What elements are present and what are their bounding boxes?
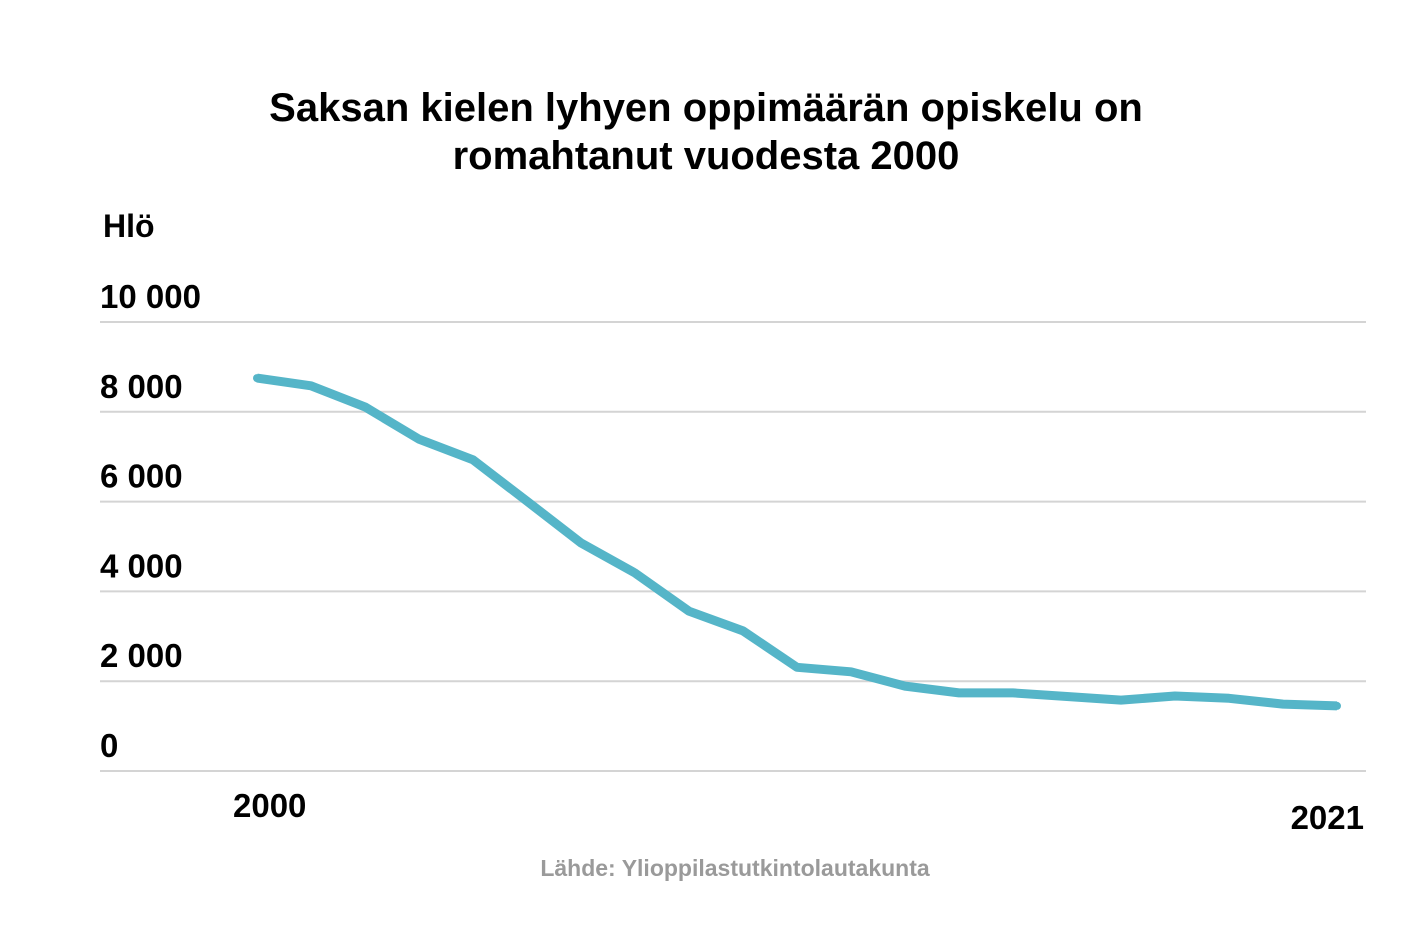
data-point xyxy=(577,538,585,547)
data-point xyxy=(415,435,423,444)
series-layer xyxy=(253,373,1341,711)
data-point xyxy=(1279,700,1287,709)
y-tick-label: 10 000 xyxy=(100,278,201,315)
y-axis-unit-label: Hlö xyxy=(103,208,155,244)
chart-title: Saksan kielen lyhyen oppimäärän opiskelu… xyxy=(0,84,1412,180)
y-axis-tick-labels: 0 2 000 4 000 6 000 8 000 10 000 xyxy=(100,278,201,764)
data-point xyxy=(1117,696,1125,705)
data-point xyxy=(847,667,855,676)
data-point xyxy=(1225,694,1233,703)
data-point xyxy=(685,607,693,616)
data-point xyxy=(469,455,477,464)
data-point xyxy=(901,682,909,691)
y-tick-label: 4 000 xyxy=(100,547,183,584)
source-note: Lähde: Ylioppilastutkintolautakunta xyxy=(540,855,930,881)
data-point xyxy=(523,497,531,506)
data-point xyxy=(1171,692,1179,701)
data-point xyxy=(1009,688,1017,697)
y-tick-label: 2 000 xyxy=(100,637,183,674)
data-point xyxy=(253,374,261,383)
data-point xyxy=(739,626,747,635)
x-tick-label-start: 2000 xyxy=(233,787,306,824)
data-point xyxy=(361,402,369,411)
x-tick-label-end: 2021 xyxy=(1291,799,1364,836)
data-point xyxy=(1333,701,1341,710)
y-tick-label: 6 000 xyxy=(100,458,183,495)
gridlines xyxy=(100,321,1366,772)
data-point xyxy=(631,568,639,577)
data-point xyxy=(307,381,315,390)
data-point xyxy=(955,688,963,697)
x-axis-tick-labels: 2000 2021 xyxy=(233,787,1364,836)
chart-title-line-2: romahtanut vuodesta 2000 xyxy=(452,134,960,178)
data-point xyxy=(793,663,801,672)
series-line-0 xyxy=(256,373,1338,711)
y-tick-label: 0 xyxy=(100,727,118,764)
data-point xyxy=(1063,692,1071,701)
y-tick-label: 8 000 xyxy=(100,368,183,405)
chart-title-line-1: Saksan kielen lyhyen oppimäärän opiskelu… xyxy=(269,86,1143,130)
